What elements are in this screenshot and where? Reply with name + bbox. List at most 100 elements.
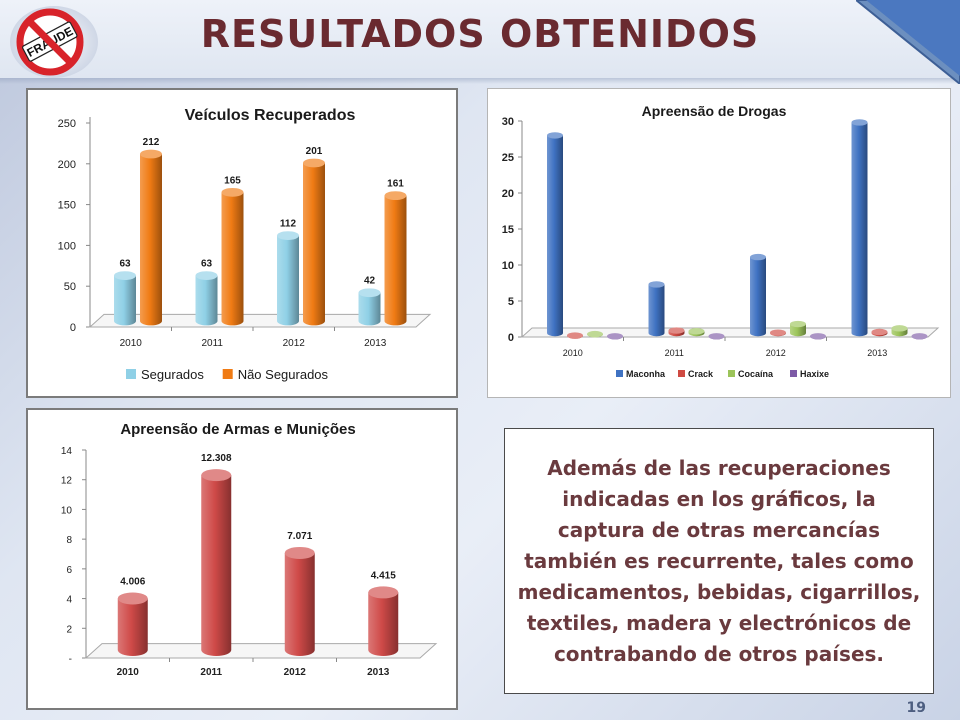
bar-haxixe-2013-top [911,333,928,340]
chart-floor [520,327,940,338]
x-tick-label: 2011 [201,338,223,349]
bar-maconha-2013-top [851,119,868,126]
data-label: 12.308 [201,453,232,464]
x-tick-label: 2013 [867,348,887,358]
summary-text: Además de las recuperaciones indicadas e… [517,455,921,666]
bar-armas-2010 [117,598,148,656]
bar-segurados-2011 [195,275,218,326]
fraude-logo: FRAUDE [10,6,98,78]
bar-haxixe-2012-top [810,333,826,340]
bar-armas-2011 [201,475,232,656]
legend-swatch [790,370,797,377]
data-label: 4.006 [120,576,145,587]
vehicles-chart-panel: Veículos Recuperados 0 50 100 150 200 250 2010 6… [26,88,458,398]
x-tick-label: 2012 [284,667,307,678]
x-tick-label: 2010 [563,348,583,358]
legend-swatch [126,369,136,379]
data-label: 112 [280,219,297,230]
bar-n-o-segurados-2011 [221,192,244,326]
bar-n-o-segurados-2010-top [140,149,162,159]
data-label: 42 [364,276,376,287]
data-label: 201 [306,146,323,157]
y-tick-label: 50 [64,281,76,293]
data-label: 7.071 [287,531,312,542]
chart-title: Veículos Recuperados [185,107,356,124]
x-tick-label: 2011 [665,348,684,358]
data-label: 4.415 [371,570,396,581]
y-tick-label: 0 [70,322,76,334]
bar-crack-2013-top [871,328,888,336]
x-tick-label: 2012 [283,338,306,349]
y-tick-label: 14 [61,446,73,457]
bar-maconha-2010-top [547,132,563,139]
bar-n-o-segurados-2012 [303,162,325,326]
x-tick-label: 2013 [364,338,387,349]
bar-segurados-2013-top [358,288,381,298]
bar-armas-2012 [284,552,315,656]
y-tick-label: 25 [502,152,514,164]
bar-maconha-2012-top [750,253,766,261]
bar-segurados-2010 [114,275,136,326]
x-tick-label: 2011 [200,667,222,678]
page-number: 19 [906,700,926,716]
data-label: 212 [143,137,160,148]
page-title: RESULTADOS OBTENIDOS [200,12,760,56]
summary-textbox: Además de las recuperaciones indicadas e… [504,428,934,694]
drugs-chart: Apreensão de Drogas 0 5 10 15 20 25 30 2010 2011 2… [502,103,940,379]
legend-swatch [616,370,623,377]
legend-label: Segurados [141,367,204,382]
title-band-shadow [0,78,960,84]
y-tick-label: 150 [58,200,76,212]
bar-segurados-2012 [277,235,299,326]
chart-title: Apreensão de Armas e Munições [120,421,355,438]
bar-armas-2010-top [117,592,148,605]
y-tick-label: 4 [66,595,72,606]
bar-segurados-2011-top [195,271,218,280]
y-tick-label: 10 [502,260,514,272]
bar-maconha-2011-top [648,281,665,288]
chart-floor [88,313,432,328]
corner-decoration [856,0,960,84]
bar-coca-na-2013-top [891,325,908,332]
legend-label: Crack [688,369,714,379]
y-tick-label: 6 [66,565,72,576]
bar-armas-2013 [368,592,399,656]
y-tick-label: 10 [61,505,73,516]
bar-n-o-segurados-2013 [384,195,407,326]
y-tick-label: 15 [502,224,514,236]
bar-n-o-segurados-2013-top [384,191,407,201]
bar-crack-2011-top [668,327,685,334]
x-tick-label: 2013 [367,667,390,678]
bar-armas-2013-top [368,586,399,599]
y-tick-label: 250 [58,118,76,130]
data-label: 165 [224,175,241,186]
bar-segurados-2013 [358,292,381,326]
bar-n-o-segurados-2012-top [303,158,325,168]
x-tick-label: 2012 [766,348,786,358]
bar-armas-2012-top [284,546,315,559]
bar-coca-na-2010-top [587,330,603,338]
y-tick-label: 0 [508,332,514,344]
y-tick-label: 5 [508,296,514,308]
y-tick-label: 8 [66,535,72,546]
bar-coca-na-2011-top [688,328,705,335]
bar-segurados-2012-top [277,231,299,241]
y-tick-label: 20 [502,188,514,200]
chart-floor [84,643,438,659]
bar-haxixe-2010-top [607,333,623,340]
y-tick-label: 30 [502,116,514,128]
bar-haxixe-2011-top [708,333,725,340]
legend-label: Maconha [626,369,666,379]
y-tick-label: 12 [61,476,73,487]
bar-maconha-2013 [851,122,868,337]
legend-swatch [728,370,735,377]
bar-crack-2010-top [567,332,583,339]
x-tick-label: 2010 [117,667,140,678]
legend-label: Cocaína [738,369,774,379]
y-tick-label: 200 [58,159,76,171]
bar-maconha-2012 [750,257,766,337]
legend-swatch [222,369,233,379]
weapons-chart-panel: Apreensão de Armas e Munições - 2 4 6 8 10 12 14… [26,408,458,710]
legend-label: Não Segurados [238,367,329,382]
y-tick-label: 2 [66,624,72,635]
